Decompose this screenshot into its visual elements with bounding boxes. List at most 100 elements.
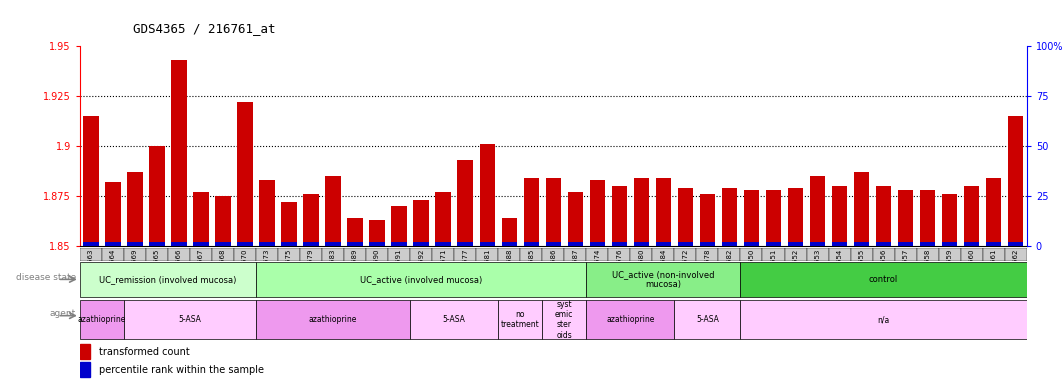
Text: GSM948587: GSM948587 [572, 248, 579, 291]
Bar [920, 242, 935, 246]
Bar [281, 202, 297, 246]
Bar [655, 242, 671, 246]
Text: GSM948581: GSM948581 [484, 248, 491, 291]
Text: no
treatment: no treatment [501, 310, 539, 329]
Bar [1008, 242, 1024, 246]
FancyBboxPatch shape [234, 248, 256, 261]
Bar [194, 242, 209, 246]
Text: GSM948555: GSM948555 [859, 248, 865, 291]
Text: GSM948578: GSM948578 [704, 248, 711, 291]
Bar [171, 242, 186, 246]
Text: GSM948574: GSM948574 [595, 248, 600, 291]
Text: GSM948566: GSM948566 [176, 248, 182, 291]
FancyBboxPatch shape [168, 248, 189, 261]
Bar [854, 172, 869, 246]
Bar [435, 242, 451, 246]
Text: GSM948562: GSM948562 [1013, 248, 1018, 291]
Text: GSM948585: GSM948585 [528, 248, 534, 291]
Bar [942, 242, 958, 246]
Bar [105, 182, 120, 246]
FancyBboxPatch shape [741, 248, 763, 261]
Bar [369, 220, 385, 246]
Text: control: control [869, 275, 898, 284]
FancyBboxPatch shape [256, 248, 278, 261]
Text: GSM948573: GSM948573 [264, 248, 270, 291]
Bar [876, 186, 892, 246]
Bar [876, 242, 892, 246]
FancyBboxPatch shape [300, 248, 322, 261]
FancyBboxPatch shape [123, 248, 146, 261]
Bar [832, 242, 847, 246]
Text: GSM948572: GSM948572 [682, 248, 688, 291]
Bar [260, 242, 275, 246]
FancyBboxPatch shape [344, 248, 366, 261]
Bar [369, 242, 385, 246]
Bar [458, 242, 472, 246]
Text: GSM948576: GSM948576 [616, 248, 622, 291]
FancyBboxPatch shape [718, 248, 741, 261]
Text: 5-ASA: 5-ASA [179, 315, 201, 324]
Bar [700, 242, 715, 246]
Bar [898, 190, 913, 246]
FancyBboxPatch shape [961, 248, 983, 261]
Bar [964, 186, 979, 246]
FancyBboxPatch shape [366, 248, 388, 261]
Text: GSM948586: GSM948586 [550, 248, 556, 291]
FancyBboxPatch shape [543, 300, 586, 339]
Text: GSM948575: GSM948575 [286, 248, 292, 291]
FancyBboxPatch shape [586, 300, 675, 339]
Bar [80, 362, 90, 377]
FancyBboxPatch shape [675, 300, 741, 339]
FancyBboxPatch shape [741, 300, 1027, 339]
Bar [678, 188, 693, 246]
Bar [567, 192, 583, 246]
FancyBboxPatch shape [256, 262, 586, 297]
Text: GSM948577: GSM948577 [462, 248, 468, 291]
Bar [435, 192, 451, 246]
Bar [612, 242, 627, 246]
Bar [523, 242, 539, 246]
Text: GSM948556: GSM948556 [881, 248, 886, 291]
Bar [546, 242, 561, 246]
FancyBboxPatch shape [146, 248, 168, 261]
FancyBboxPatch shape [520, 248, 543, 261]
Bar [347, 218, 363, 246]
Text: GSM948570: GSM948570 [242, 248, 248, 291]
Bar [964, 242, 979, 246]
FancyBboxPatch shape [564, 248, 586, 261]
FancyBboxPatch shape [872, 248, 895, 261]
Bar [942, 194, 958, 246]
FancyBboxPatch shape [388, 248, 410, 261]
FancyBboxPatch shape [917, 248, 938, 261]
Bar [655, 178, 671, 246]
FancyBboxPatch shape [278, 248, 300, 261]
FancyBboxPatch shape [498, 300, 543, 339]
Text: GSM948557: GSM948557 [902, 248, 909, 291]
Bar [392, 242, 406, 246]
Bar [700, 194, 715, 246]
Bar [634, 178, 649, 246]
Text: GSM948583: GSM948583 [330, 248, 336, 291]
Bar [721, 242, 737, 246]
FancyBboxPatch shape [784, 248, 807, 261]
Bar [986, 178, 1001, 246]
Bar [347, 242, 363, 246]
FancyBboxPatch shape [477, 248, 498, 261]
FancyBboxPatch shape [850, 248, 872, 261]
FancyBboxPatch shape [741, 262, 1027, 297]
Bar [612, 186, 627, 246]
Bar [326, 242, 340, 246]
Bar [744, 190, 760, 246]
Bar [414, 200, 429, 246]
Text: percentile rank within the sample: percentile rank within the sample [99, 365, 264, 375]
Bar [766, 242, 781, 246]
Text: GSM948565: GSM948565 [154, 248, 160, 291]
Text: GSM948554: GSM948554 [836, 248, 843, 291]
Bar [171, 60, 186, 246]
Bar [80, 344, 90, 359]
Bar [501, 218, 517, 246]
Bar [589, 180, 605, 246]
Bar [149, 146, 165, 246]
FancyBboxPatch shape [586, 248, 609, 261]
Text: GSM948584: GSM948584 [661, 248, 666, 291]
